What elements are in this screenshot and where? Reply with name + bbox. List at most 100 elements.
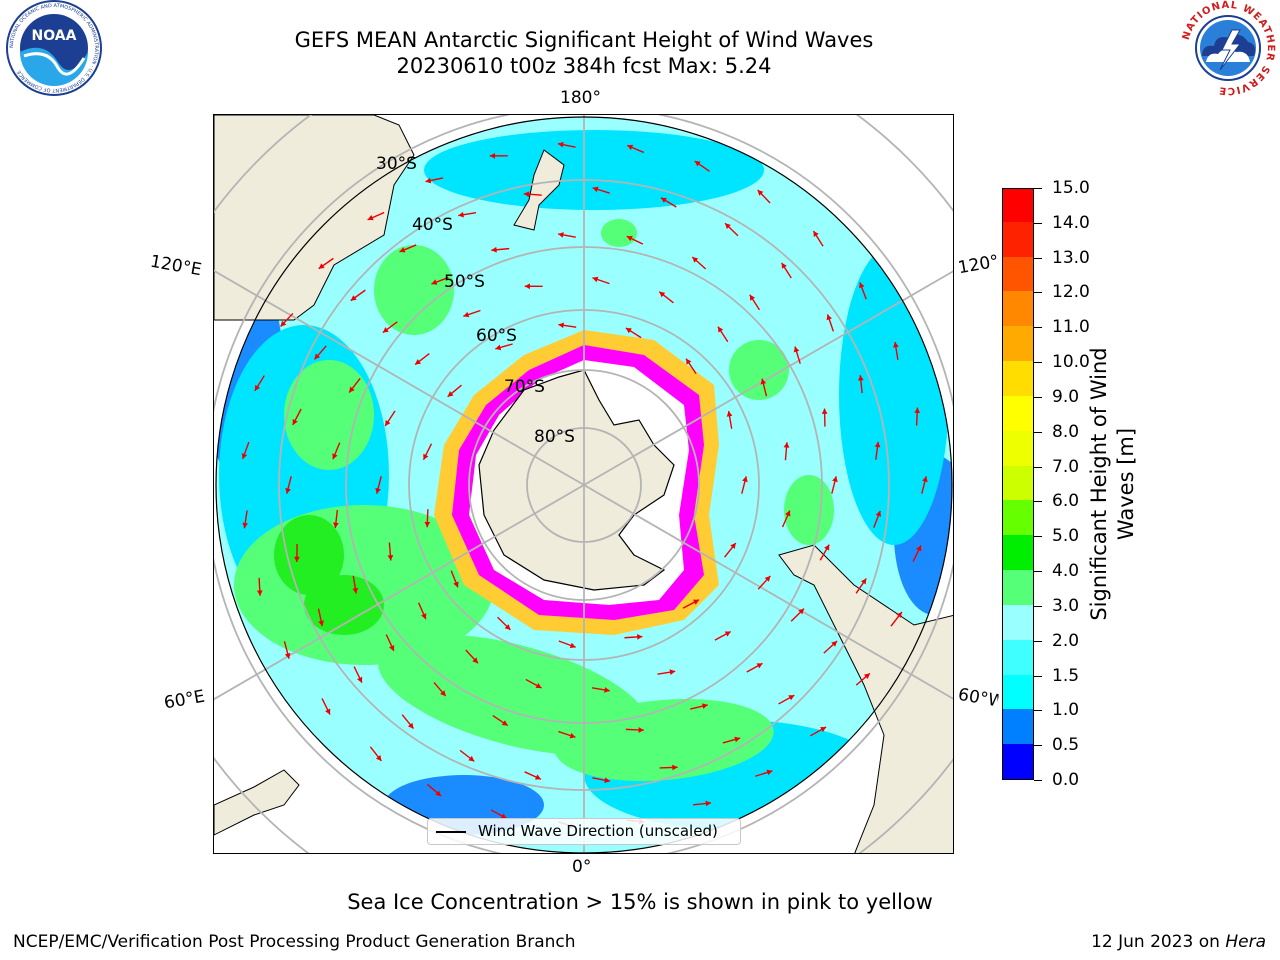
colorbar-tick-mark bbox=[1034, 536, 1042, 538]
graticule bbox=[214, 115, 953, 853]
wave-direction-arrow bbox=[714, 630, 732, 641]
map-svg: 30°S 40°S 50°S 60°S 70°S 80°S bbox=[214, 115, 953, 853]
wave-direction-arrow bbox=[592, 186, 610, 194]
colorbar-tick-label: 5.0 bbox=[1052, 526, 1080, 547]
map-panel: 30°S 40°S 50°S 60°S 70°S 80°S bbox=[213, 114, 954, 854]
colorbar-tick-label: 1.5 bbox=[1052, 665, 1080, 686]
colorbar-tick-label: 12.0 bbox=[1052, 282, 1090, 303]
wave-direction-arrow bbox=[417, 602, 427, 620]
colorbar-tick-mark bbox=[1034, 571, 1042, 573]
wave-direction-arrow bbox=[557, 141, 576, 148]
colorbar-segment bbox=[1003, 639, 1033, 675]
wave-direction-arrow bbox=[912, 545, 922, 562]
wave-direction-arrow bbox=[524, 771, 542, 780]
wave-direction-arrow bbox=[921, 476, 928, 494]
wave-direction-arrow bbox=[524, 283, 543, 290]
wave-direction-arrow bbox=[724, 542, 737, 558]
wave-direction-arrow bbox=[399, 244, 417, 253]
wave-direction-arrow bbox=[490, 809, 507, 820]
wave-direction-arrow bbox=[525, 678, 542, 689]
colorbar-tick-label: 1.0 bbox=[1052, 700, 1080, 721]
lat-label-70s: 70°S bbox=[504, 377, 545, 397]
colorbar-tick-mark bbox=[1034, 466, 1042, 468]
wave-direction-arrow bbox=[682, 599, 700, 609]
wave-direction-arrow bbox=[558, 730, 576, 739]
wave-direction-arrow bbox=[592, 276, 610, 285]
footer-date-text: 12 Jun 2023 on bbox=[1091, 932, 1226, 952]
wave-direction-arrow bbox=[463, 309, 481, 318]
colorbar-segment bbox=[1003, 499, 1033, 536]
colorbar-tick-label: 9.0 bbox=[1052, 386, 1080, 407]
wave-direction-arrow bbox=[285, 476, 292, 494]
colorbar bbox=[1002, 188, 1034, 780]
wave-direction-arrow bbox=[459, 749, 475, 762]
wave-direction-arrow bbox=[333, 510, 339, 529]
wave-direction-arrow bbox=[757, 189, 771, 204]
wave-direction-arrow bbox=[387, 542, 394, 561]
wave-direction-arrow bbox=[294, 544, 300, 563]
wave-direction-arrow bbox=[625, 327, 642, 339]
colorbar-segment bbox=[1003, 290, 1033, 327]
colorbar-tick-label: 6.0 bbox=[1052, 491, 1080, 512]
wave-direction-arrow bbox=[778, 694, 795, 705]
high-wave-region bbox=[374, 245, 454, 335]
wave-direction-arrow bbox=[489, 152, 508, 159]
wave-direction-arrow bbox=[332, 442, 341, 460]
wave-direction-arrow bbox=[659, 764, 678, 771]
wave-direction-arrow bbox=[382, 321, 398, 334]
wave-direction-arrow bbox=[690, 703, 708, 710]
colorbar-tick-mark bbox=[1034, 675, 1042, 677]
colorbar-segment bbox=[1003, 534, 1033, 571]
wave-direction-arrow bbox=[426, 783, 442, 797]
colorbar-tick-mark bbox=[1034, 327, 1042, 329]
colorbar-tick-label: 8.0 bbox=[1052, 421, 1080, 442]
wave-direction-arrow bbox=[458, 211, 477, 218]
wave-direction-arrow bbox=[781, 510, 791, 528]
colorbar-tick-mark bbox=[1034, 188, 1042, 189]
sea-ice-note: Sea Ice Concentration > 15% is shown in … bbox=[347, 890, 933, 914]
wave-direction-arrow bbox=[793, 346, 801, 364]
noaa-logo: NOAA NATIONAL OCEANIC AND ATMOSPHERIC AD… bbox=[6, 0, 102, 96]
lat-label-50s: 50°S bbox=[444, 272, 485, 292]
wave-direction-arrow bbox=[592, 777, 611, 784]
wave-direction-arrow bbox=[657, 669, 676, 675]
colorbar-segment bbox=[1003, 256, 1033, 292]
colorbar-tick-label: 2.0 bbox=[1052, 630, 1080, 651]
wave-direction-arrow bbox=[424, 509, 431, 528]
wave-direction-arrow bbox=[893, 341, 899, 360]
colorbar-segment bbox=[1003, 221, 1033, 257]
wave-direction-arrow bbox=[353, 666, 363, 684]
colorbar-tick-label: 3.0 bbox=[1052, 595, 1080, 616]
wave-direction-arrow bbox=[691, 256, 707, 270]
wave-direction-arrow bbox=[914, 407, 921, 426]
high-wave-region bbox=[284, 360, 374, 470]
chart-subtitle: 20230610 t00z 384h fcst Max: 5.24 bbox=[396, 54, 772, 78]
wave-direction-arrow bbox=[757, 575, 771, 590]
wave-direction-arrow bbox=[826, 314, 835, 332]
lon-label-180: 180° bbox=[560, 88, 601, 108]
wave-direction-arrow bbox=[591, 687, 610, 693]
map-legend: Wind Wave Direction (unscaled) bbox=[427, 818, 741, 845]
wave-direction-arrow bbox=[352, 575, 359, 594]
wave-direction-arrow bbox=[422, 443, 433, 461]
lon-label-120w: 120°W bbox=[956, 251, 1000, 279]
noaa-logo-text: NOAA bbox=[32, 28, 77, 44]
colorbar-segment bbox=[1003, 569, 1033, 605]
wave-direction-arrow bbox=[855, 672, 871, 686]
high-wave-region bbox=[729, 340, 789, 400]
high-wave-region bbox=[784, 475, 834, 545]
wave-direction-arrow bbox=[495, 343, 513, 351]
colorbar-tick-mark bbox=[1034, 257, 1042, 259]
wave-direction-arrow bbox=[783, 442, 790, 461]
peak-wave-region bbox=[274, 515, 344, 595]
wave-direction-arrow bbox=[242, 510, 249, 529]
peak-wave-region bbox=[304, 575, 384, 635]
land-outside bbox=[214, 115, 953, 853]
high-wave-region bbox=[601, 219, 637, 247]
wave-direction-arrow bbox=[626, 235, 644, 245]
wave-direction-arrow bbox=[321, 698, 331, 715]
wave-direction-arrow bbox=[254, 375, 265, 392]
nws-logo: NATIONAL WEATHER SERVICE bbox=[1181, 0, 1275, 96]
legend-label: Wind Wave Direction (unscaled) bbox=[478, 822, 718, 840]
wave-direction-arrow bbox=[492, 714, 509, 727]
